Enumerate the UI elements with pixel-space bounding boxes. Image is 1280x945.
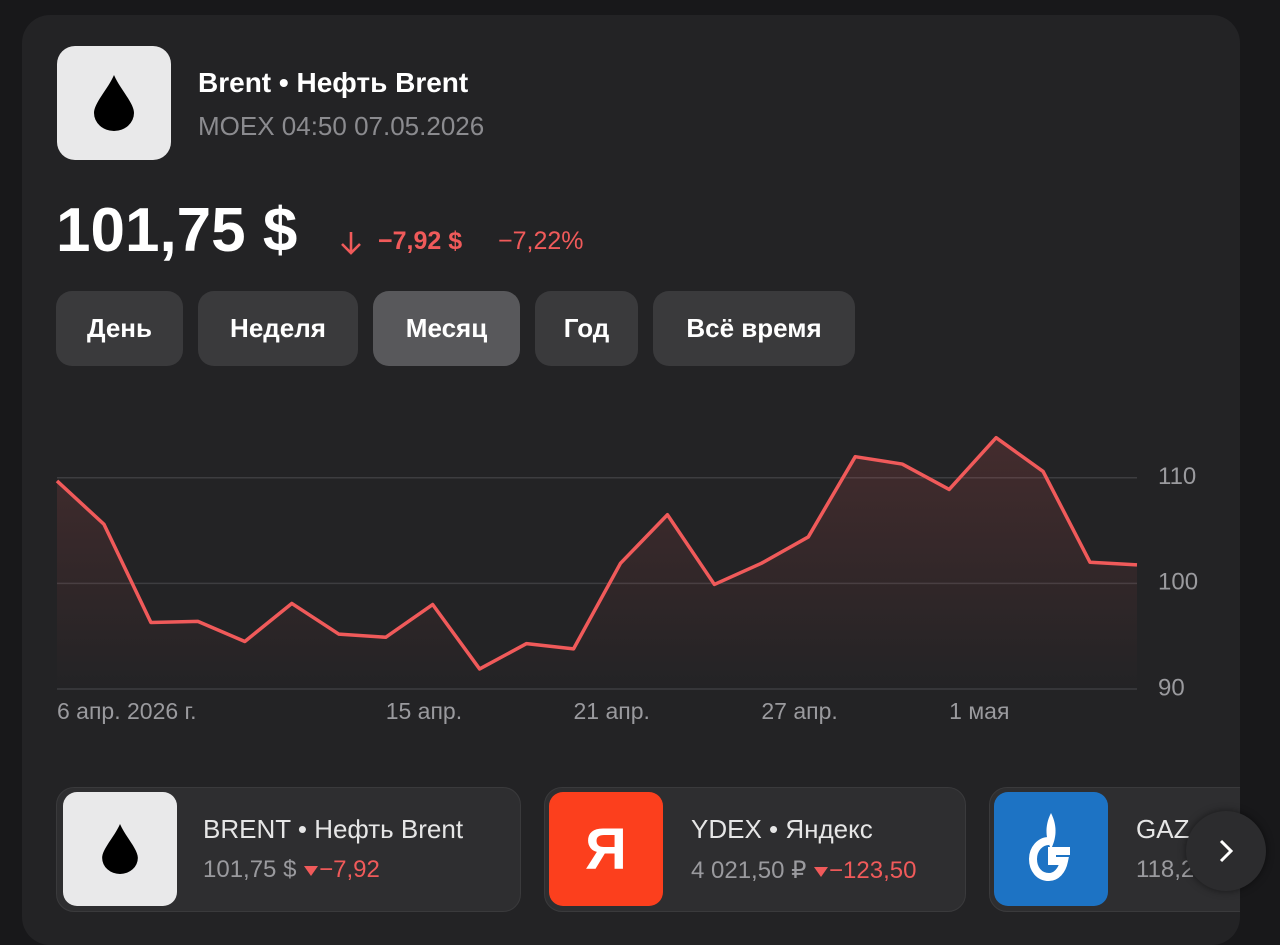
y-tick-label: 100 [1158, 569, 1198, 596]
period-tab[interactable]: Месяц [373, 291, 520, 366]
ticker-price: 4 021,50 ₽ [691, 857, 807, 884]
x-tick-label: 6 апр. 2026 г. [57, 698, 197, 724]
period-tab[interactable]: Год [535, 291, 638, 366]
price-change-percent: −7,22% [498, 227, 584, 255]
brent-icon [57, 46, 171, 160]
y-tick-label: 110 [1158, 463, 1196, 490]
ticker-title: GAZ [1136, 814, 1190, 844]
subtitle: MOEX 04:50 07.05.2026 [198, 111, 485, 141]
x-tick-label: 15 апр. [386, 698, 462, 724]
ticker-price: 101,75 $ [203, 856, 297, 883]
chevron-icon [1219, 839, 1234, 863]
yandex-icon: Я [549, 792, 663, 906]
down-triangle [304, 866, 319, 876]
ticker-price: 118,2 [1136, 856, 1195, 883]
period-tab[interactable]: День [56, 291, 183, 366]
price-line [55, 435, 1138, 671]
period-tab[interactable]: Неделя [198, 291, 358, 366]
price-chart: 90 100 110 6 апр. 2026 г. 15 апр. 21 апр. 27 а… [55, 435, 1198, 724]
period-tab[interactable]: Всё время [653, 291, 855, 366]
down-arrow [341, 232, 361, 255]
x-tick-label: 27 апр. [761, 698, 837, 724]
brent-icon [63, 792, 177, 906]
drop-icon [94, 75, 134, 131]
gazprom-logo [1028, 813, 1070, 882]
x-tick-label: 21 апр. [574, 698, 650, 724]
y-tick-label: 90 [1158, 674, 1185, 701]
area [57, 437, 1137, 689]
x-tick-label: 1 мая [949, 698, 1009, 724]
ticker-change: −7,92 [319, 856, 380, 883]
ticker-card[interactable]: Я YDEX • Яндекс 4 021,50 ₽ −123,50 [544, 787, 966, 912]
next-button[interactable] [1186, 811, 1266, 891]
ticker-title: BRENT • Нефть Brent [203, 814, 464, 844]
page: Brent • Нефть Brent MOEX 04:50 07.05.202… [22, 15, 1266, 945]
ticker-title: YDEX • Яндекс [691, 814, 873, 844]
down-triangle [814, 867, 829, 877]
price-change: −7,92 $ [378, 227, 463, 255]
ticker-card[interactable]: BRENT • Нефть Brent 101,75 $ −7,92 [56, 787, 521, 912]
price: 101,75 $ [56, 196, 298, 265]
title: Brent • Нефть Brent [198, 67, 469, 98]
ticker-change: −123,50 [829, 857, 917, 884]
gazprom-icon [994, 792, 1108, 906]
drop-icon [102, 824, 138, 874]
